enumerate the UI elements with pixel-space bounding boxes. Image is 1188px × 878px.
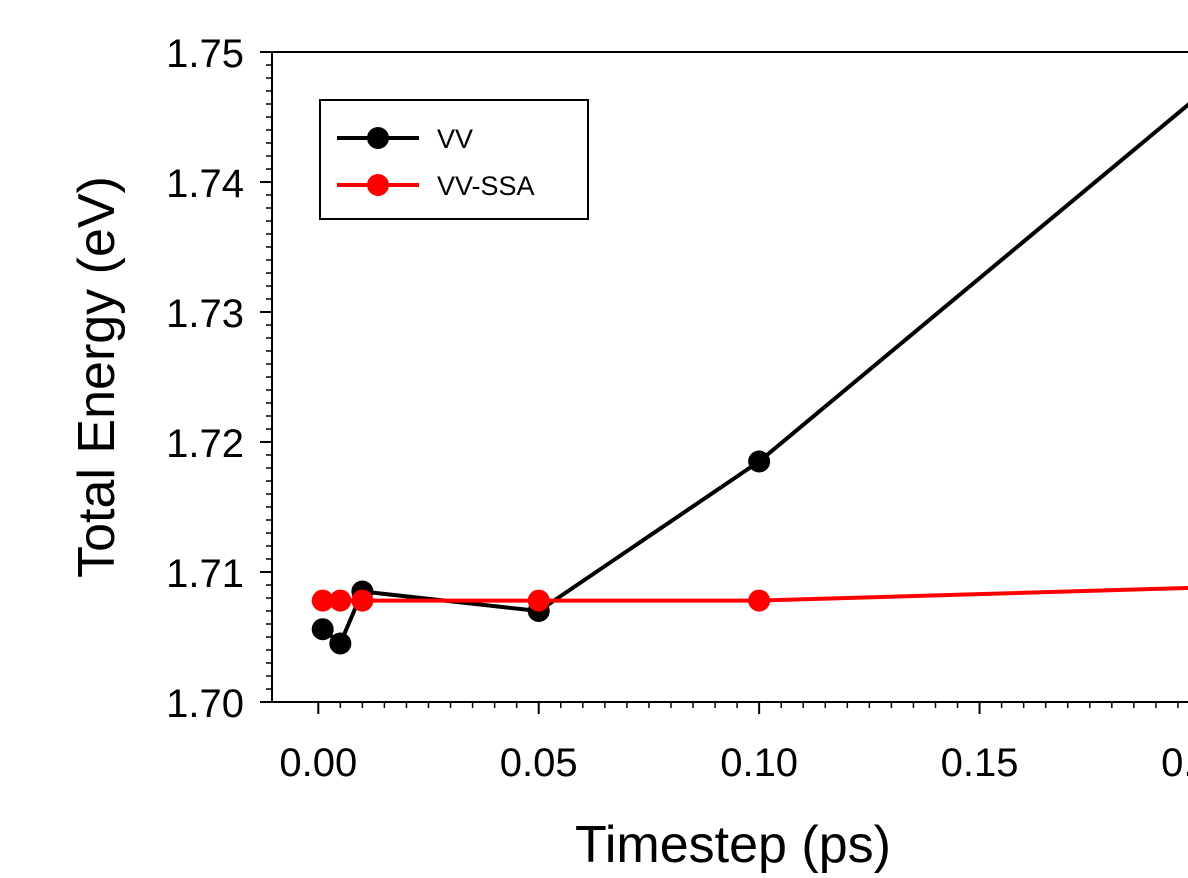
data-point	[329, 632, 352, 655]
y-tick-label: 1.73	[166, 292, 244, 336]
legend-label: VV	[437, 124, 473, 154]
data-point	[311, 618, 334, 641]
y-tick-label: 1.71	[166, 552, 244, 596]
legend-label: VV-SSA	[437, 171, 535, 201]
data-point	[329, 589, 352, 612]
y-tick-label: 1.70	[166, 682, 244, 726]
data-point	[527, 589, 550, 612]
series-layer	[311, 102, 1188, 655]
x-tick-label: 0.00	[279, 741, 357, 785]
x-tick-label: 0.05	[500, 741, 578, 785]
data-point	[311, 589, 334, 612]
x-tick-label: 0.20	[1161, 741, 1188, 785]
y-tick-label: 1.74	[166, 162, 244, 206]
data-point	[351, 589, 374, 612]
y-tick-label: 1.72	[166, 422, 244, 466]
legend-box	[319, 99, 589, 220]
x-axis-title: Timestep (ps)	[575, 816, 891, 874]
y-axis-title: Total Energy (eV)	[68, 176, 126, 578]
legend-entries: VV VV-SSA	[337, 124, 535, 201]
x-tick-label: 0.10	[720, 741, 798, 785]
data-point	[748, 450, 771, 473]
y-tick-label: 1.75	[166, 32, 244, 76]
major-ticks	[260, 51, 981, 714]
legend: VV VV-SSA	[319, 99, 589, 220]
minor-ticks	[266, 64, 1179, 708]
data-point	[748, 589, 771, 612]
x-tick-labels: 0.00 0.05 0.10 0.15 0.20	[279, 741, 1188, 785]
legend-marker	[367, 127, 389, 149]
x-tick-label: 0.15	[941, 741, 1019, 785]
legend-marker	[367, 174, 389, 196]
series-2	[311, 585, 1188, 612]
y-tick-labels: 1.70 1.71 1.72 1.73 1.74 1.75	[166, 32, 244, 726]
